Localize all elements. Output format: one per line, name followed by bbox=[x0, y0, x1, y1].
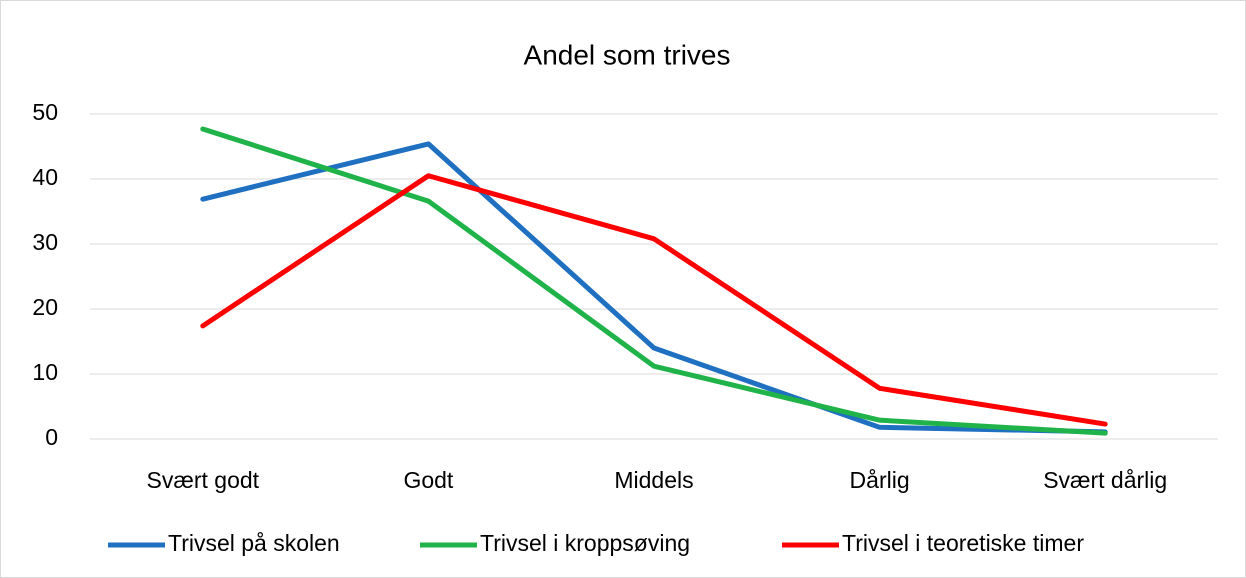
y-tick-label: 30 bbox=[32, 229, 58, 255]
legend-label: Trivsel på skolen bbox=[168, 530, 340, 556]
y-tick-label: 50 bbox=[32, 99, 58, 125]
data-line bbox=[200, 141, 1108, 435]
x-tick-label: Svært dårlig bbox=[1043, 467, 1167, 493]
x-tick-label: Dårlig bbox=[850, 467, 910, 493]
x-tick-label: Godt bbox=[403, 467, 453, 493]
chart-title: Andel som trives bbox=[524, 39, 731, 70]
data-line bbox=[200, 126, 1108, 436]
legend-label: Trivsel i kroppsøving bbox=[480, 530, 690, 556]
y-tick-label: 40 bbox=[32, 164, 58, 190]
data-line bbox=[200, 173, 1108, 427]
y-tick-label: 20 bbox=[32, 294, 58, 320]
x-tick-label: Svært godt bbox=[147, 467, 260, 493]
x-tick-label: Middels bbox=[614, 467, 693, 493]
y-tick-label: 10 bbox=[32, 359, 58, 385]
legend-label: Trivsel i teoretiske timer bbox=[842, 530, 1084, 556]
y-tick-label: 0 bbox=[45, 424, 58, 450]
